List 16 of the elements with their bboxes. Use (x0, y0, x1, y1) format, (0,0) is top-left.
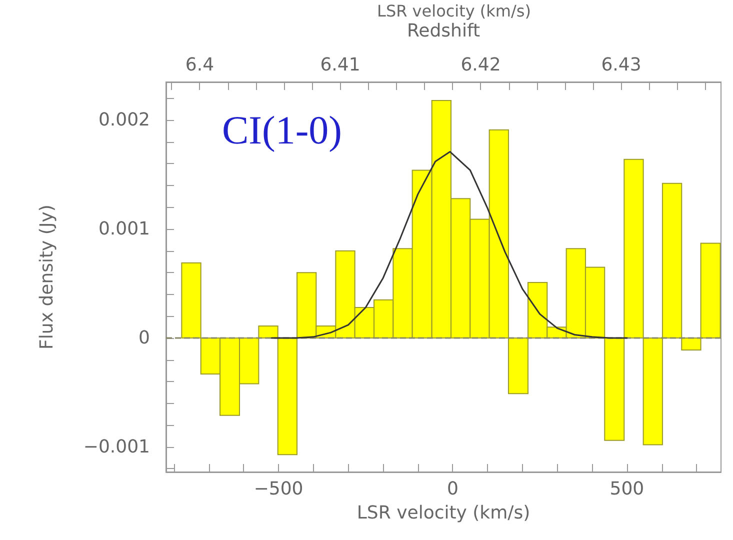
y-tick-label: 0.002 (98, 110, 150, 131)
x-tick-label: 500 (610, 478, 644, 500)
y-tick-label: 0.001 (98, 218, 150, 240)
x2-tick-label: 6.43 (601, 54, 642, 76)
x2-axis-title: Redshift (406, 20, 480, 42)
annotation: CI(1-0) (222, 108, 342, 152)
y-tick-label: −0.001 (83, 436, 150, 458)
y-axis-title: Flux density (Jy) (36, 204, 58, 350)
x-axis-title: LSR velocity (km/s) (356, 502, 530, 524)
y-tick-label: 0 (138, 328, 150, 349)
x2-tick-label: 6.41 (320, 54, 360, 76)
chart-title: LSR velocity (km/s) (377, 2, 531, 20)
x2-tick-label: 6.4 (185, 54, 214, 76)
x-tick-label: 0 (447, 478, 458, 500)
x2-tick-label: 6.42 (460, 54, 501, 76)
x-tick-label: −500 (254, 478, 304, 500)
